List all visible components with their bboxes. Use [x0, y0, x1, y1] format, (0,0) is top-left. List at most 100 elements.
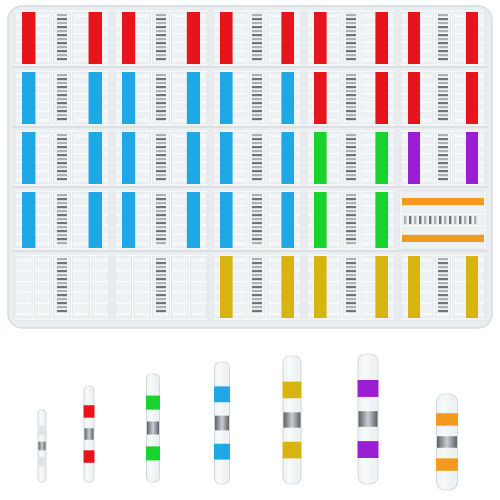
connector-tube	[14, 255, 33, 319]
solder-band	[346, 306, 356, 309]
solder-band	[438, 114, 448, 117]
solder-band	[252, 262, 262, 265]
solder-band	[252, 22, 262, 25]
connector-tube	[72, 131, 91, 185]
solder-ring	[84, 428, 94, 440]
tray-compartment	[211, 189, 303, 251]
solder-band	[252, 110, 262, 113]
solder-ring	[215, 415, 229, 431]
solder-band	[438, 262, 448, 265]
connector-tube	[417, 255, 434, 319]
solder-band	[57, 258, 67, 261]
solder-band	[57, 18, 67, 21]
solder-band	[419, 216, 422, 224]
solder-band	[57, 42, 67, 45]
connector-tube	[171, 131, 189, 185]
color-ring-right	[375, 12, 388, 64]
tray-compartment	[13, 69, 111, 127]
solder-band	[252, 206, 262, 209]
solder-band	[156, 166, 166, 169]
solder-band	[438, 78, 448, 81]
solder-band	[156, 74, 166, 77]
solder-band	[434, 216, 437, 224]
solder-band	[252, 214, 262, 217]
solder-band	[156, 86, 166, 89]
connector-tube	[417, 11, 434, 65]
solder-band	[346, 286, 356, 289]
solder-band	[156, 110, 166, 113]
solder-ring	[358, 411, 378, 427]
solder-band	[57, 210, 67, 213]
solder-band	[156, 162, 166, 165]
solder-band	[438, 46, 448, 49]
solder-ring	[437, 436, 457, 448]
tray-compartment	[399, 129, 487, 187]
loose-connector	[357, 353, 379, 485]
solder-band	[252, 50, 262, 53]
solder-band	[252, 26, 262, 29]
solder-band	[57, 234, 67, 237]
solder-band	[346, 298, 356, 301]
solder-band	[424, 216, 427, 224]
solder-band	[57, 138, 67, 141]
connector-tube	[91, 255, 110, 319]
color-ring-right	[281, 192, 294, 248]
solder-band	[252, 278, 262, 281]
connector-tube	[230, 191, 248, 249]
tray-compartment	[305, 189, 397, 251]
solder-band	[252, 34, 262, 37]
solder-band	[57, 150, 67, 153]
connector-tube	[133, 11, 151, 65]
color-ring-left	[122, 72, 136, 124]
connector-tube	[360, 255, 378, 319]
solder-band	[57, 310, 67, 313]
solder-band	[444, 216, 447, 224]
solder-band	[438, 118, 448, 121]
solder-band	[252, 166, 262, 169]
color-ring-left	[22, 12, 36, 64]
solder-band	[346, 242, 356, 245]
color-ring-right	[186, 192, 200, 248]
solder-band	[252, 162, 262, 165]
solder-band	[346, 18, 356, 21]
color-ring-left	[122, 12, 136, 64]
solder-band	[438, 302, 448, 305]
solder-band	[346, 238, 356, 241]
color-ring-left	[220, 132, 233, 184]
connector-tube	[133, 191, 151, 249]
color-ring-right	[186, 12, 200, 64]
color-ring-bottom	[214, 443, 230, 460]
tray-compartment	[399, 189, 487, 251]
solder-band	[252, 310, 262, 313]
loose-connector	[436, 393, 458, 491]
color-ring-right	[465, 72, 478, 124]
solder-band	[438, 306, 448, 309]
solder-band	[156, 210, 166, 213]
solder-band	[439, 216, 442, 224]
solder-band	[57, 78, 67, 81]
solder-band	[156, 142, 166, 145]
loose-connector	[146, 373, 160, 483]
color-ring-left	[408, 12, 421, 64]
solder-band	[57, 222, 67, 225]
solder-band	[438, 158, 448, 161]
solder-band	[156, 34, 166, 37]
solder-band	[57, 278, 67, 281]
solder-band	[252, 30, 262, 33]
tray-compartment	[211, 253, 303, 321]
solder-band	[346, 14, 356, 17]
color-ring-top	[83, 405, 95, 418]
color-ring-left	[220, 72, 233, 124]
connector-tube	[266, 11, 284, 65]
solder-band	[346, 90, 356, 93]
solder-band	[252, 238, 262, 241]
connector-tube	[324, 255, 342, 319]
solder-band	[252, 270, 262, 273]
color-ring-right	[186, 132, 200, 184]
solder-band	[252, 210, 262, 213]
solder-band	[156, 290, 166, 293]
tray-compartment	[113, 129, 209, 187]
solder-band	[438, 74, 448, 77]
solder-band	[346, 134, 356, 137]
solder-band	[346, 226, 356, 229]
